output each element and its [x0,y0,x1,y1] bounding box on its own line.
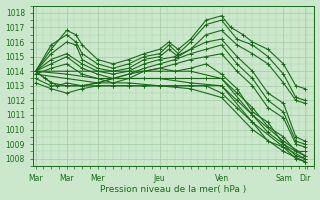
X-axis label: Pression niveau de la mer( hPa ): Pression niveau de la mer( hPa ) [100,185,247,194]
